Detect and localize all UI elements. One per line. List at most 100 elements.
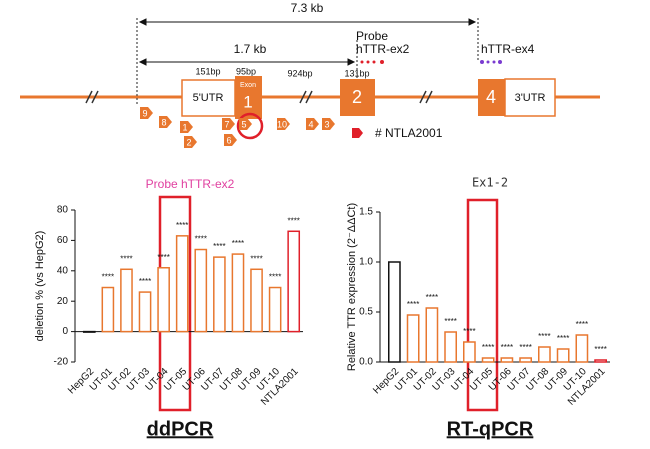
y-tick-label: 1.0 <box>359 257 373 268</box>
bar <box>268 286 282 333</box>
guide-label: 3 <box>324 119 329 129</box>
sig-label: **** <box>157 253 169 262</box>
exon-number: 1 <box>243 92 252 111</box>
y-axis-label: deletion % (vs HepG2) <box>34 231 46 342</box>
size-label: 95bp <box>236 66 256 76</box>
sig-label: **** <box>102 273 114 282</box>
bar <box>519 357 532 363</box>
utr-label: 3'UTR <box>515 92 546 104</box>
sig-label: **** <box>232 239 244 248</box>
size-label: 151bp <box>195 66 220 76</box>
ntla-label: # NTLA2001 <box>375 126 443 140</box>
guide-label: 7 <box>224 119 229 129</box>
y-tick-label: 0.0 <box>359 357 373 368</box>
chart-title: Ex1-2 <box>472 176 508 190</box>
ntla-marker <box>352 128 363 138</box>
highlight-circle <box>236 112 264 140</box>
guide-label: 10 <box>277 119 287 129</box>
span-label: 1.7 kb <box>234 42 267 56</box>
bar <box>120 268 133 333</box>
exon-number: 2 <box>352 87 362 107</box>
bar <box>481 357 495 363</box>
guide-label: 8 <box>161 117 166 127</box>
guide-arrow <box>222 118 235 130</box>
guide-arrow <box>306 118 319 130</box>
guide-label: 4 <box>308 119 313 129</box>
bar <box>538 346 551 363</box>
sig-label: **** <box>444 317 456 326</box>
guide-arrow <box>224 134 237 146</box>
sig-label: **** <box>287 216 299 225</box>
sig-label: **** <box>139 277 151 286</box>
guide-arrow <box>322 118 335 130</box>
sig-label: **** <box>269 273 281 282</box>
breaks <box>85 90 433 104</box>
sig-label: **** <box>594 345 606 354</box>
exon-box <box>340 79 375 116</box>
y-tick-label: 60 <box>57 235 69 246</box>
sig-label: **** <box>463 327 475 336</box>
guide-label: 5 <box>241 119 246 129</box>
bar <box>425 307 439 363</box>
bar <box>138 291 152 333</box>
y-tick-label: 0.5 <box>359 307 373 318</box>
bar <box>500 357 514 363</box>
guide-label: 2 <box>186 137 191 147</box>
gene-diagram: 7.3 kb 1.7 kb Probe hTTR-ex2 hTTR-ex4 15… <box>20 1 600 140</box>
guide-label: 9 <box>142 108 147 118</box>
bar <box>287 230 301 333</box>
probe-ex4-dots <box>480 60 502 64</box>
caption: ddPCR <box>147 418 214 440</box>
guide-arrow <box>277 118 290 130</box>
bar <box>175 235 189 333</box>
sig-label: **** <box>213 242 225 251</box>
bar <box>463 341 476 363</box>
bar <box>231 253 245 333</box>
bar <box>157 267 170 333</box>
y-tick-label: 20 <box>57 296 69 307</box>
guide-lines <box>136 18 479 105</box>
y-tick-label: 1.5 <box>359 207 373 218</box>
probe-label: hTTR-ex2 <box>356 42 410 56</box>
probe-ex2-dots <box>360 60 384 64</box>
sig-label: **** <box>426 293 438 302</box>
utr-label: 5'UTR <box>193 92 224 104</box>
bar <box>250 268 263 333</box>
sig-label: **** <box>407 300 419 309</box>
bar <box>194 248 208 333</box>
bar <box>594 359 607 363</box>
sig-label: **** <box>250 254 262 263</box>
utr-box <box>504 78 556 117</box>
exon-word: Exon <box>240 82 256 89</box>
sig-label: **** <box>501 343 513 352</box>
caption: RT-qPCR <box>447 418 534 440</box>
sig-label: **** <box>176 221 188 230</box>
probe-label: hTTR-ex4 <box>481 42 535 56</box>
guide-arrow <box>180 121 193 133</box>
highlight-box <box>466 198 499 412</box>
span-label: 7.3 kb <box>291 1 324 15</box>
exon-number: 4 <box>486 87 496 107</box>
exon-box <box>235 76 262 119</box>
sig-label: **** <box>576 320 588 329</box>
y-axis-label: Relative TTR expression (2⁻ΔΔCt) <box>346 203 358 371</box>
sig-label: **** <box>482 343 494 352</box>
span-arrows <box>138 18 477 66</box>
bar <box>213 256 226 333</box>
guide-label: 6 <box>226 135 231 145</box>
bar <box>406 314 420 363</box>
sig-label: **** <box>120 254 132 263</box>
y-tick-label: -20 <box>54 357 69 368</box>
y-tick-label: 80 <box>57 205 69 216</box>
sig-label: **** <box>557 334 569 343</box>
y-tick-label: 0 <box>62 326 68 337</box>
sig-label: **** <box>195 235 207 244</box>
sig-label: **** <box>519 343 531 352</box>
guide-arrow <box>239 118 252 130</box>
sig-label: **** <box>538 332 550 341</box>
guide-arrow <box>159 116 172 128</box>
chart-title: Probe hTTR-ex2 <box>146 177 235 191</box>
exon-box <box>478 79 505 116</box>
y-tick-label: 40 <box>57 265 69 276</box>
bar <box>101 286 115 333</box>
